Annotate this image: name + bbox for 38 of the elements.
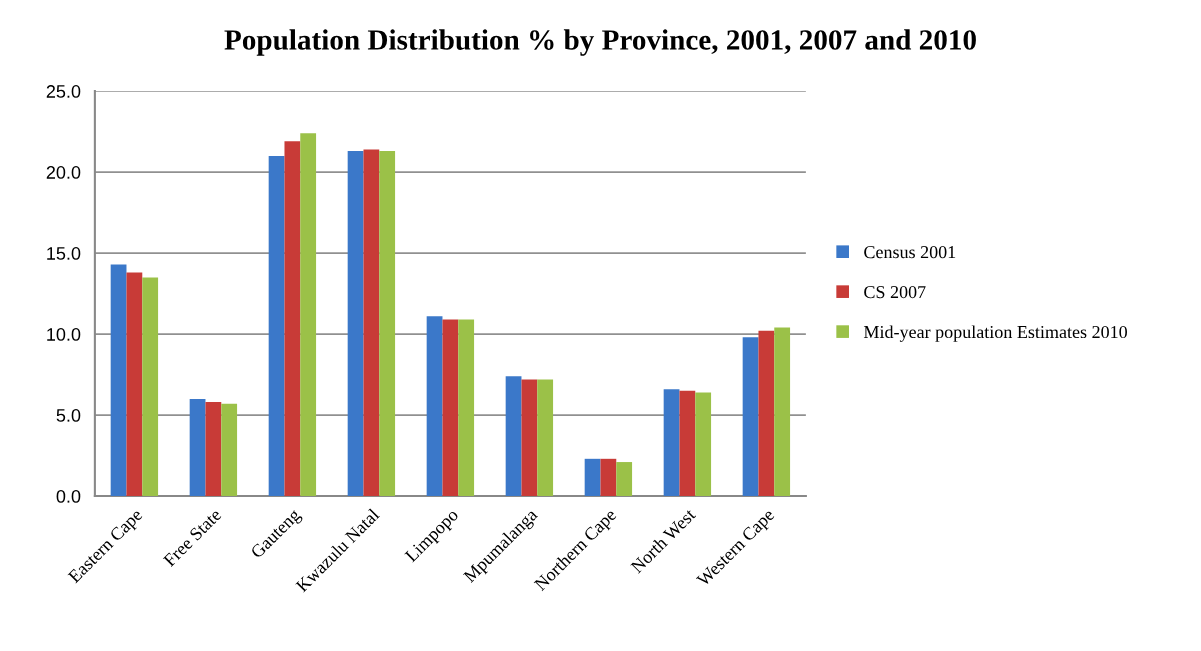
bar <box>584 458 601 497</box>
bar <box>537 379 554 497</box>
bar <box>458 319 475 497</box>
x-tick-label: Free State <box>162 508 222 568</box>
bar <box>663 389 680 497</box>
bar <box>142 277 159 497</box>
y-tick-label: 10.0 <box>47 328 81 341</box>
bar <box>300 133 317 497</box>
bar <box>758 330 775 497</box>
bar <box>442 319 459 497</box>
chart-title: Population Distribution % by Province, 2001, 2007 and 2010 <box>224 29 976 56</box>
bar <box>505 376 522 497</box>
bar <box>126 272 143 497</box>
bar <box>379 151 396 497</box>
bar <box>347 151 364 497</box>
bar <box>205 402 222 497</box>
legend-label: CS 2007 <box>864 285 926 299</box>
bar <box>363 149 380 497</box>
bar <box>221 403 238 497</box>
bar <box>600 458 617 497</box>
bar <box>189 398 206 497</box>
y-tick-label: 15.0 <box>47 247 81 260</box>
bar <box>679 390 696 497</box>
y-tick-label: 20.0 <box>46 166 81 179</box>
bar <box>110 264 127 497</box>
bar <box>774 327 791 497</box>
bar <box>426 316 443 497</box>
legend-label: Census 2001 <box>864 246 956 259</box>
bar <box>695 392 712 497</box>
y-tick-label: 5.0 <box>56 409 81 422</box>
y-tick-label: 0.0 <box>56 490 81 503</box>
legend-label: Mid-year population Estimates 2010 <box>863 325 1127 342</box>
bar <box>521 379 538 497</box>
bar <box>284 141 301 497</box>
bar <box>268 155 285 497</box>
bar <box>742 337 759 497</box>
bar <box>616 462 633 497</box>
y-tick-label: 25.0 <box>46 85 81 98</box>
